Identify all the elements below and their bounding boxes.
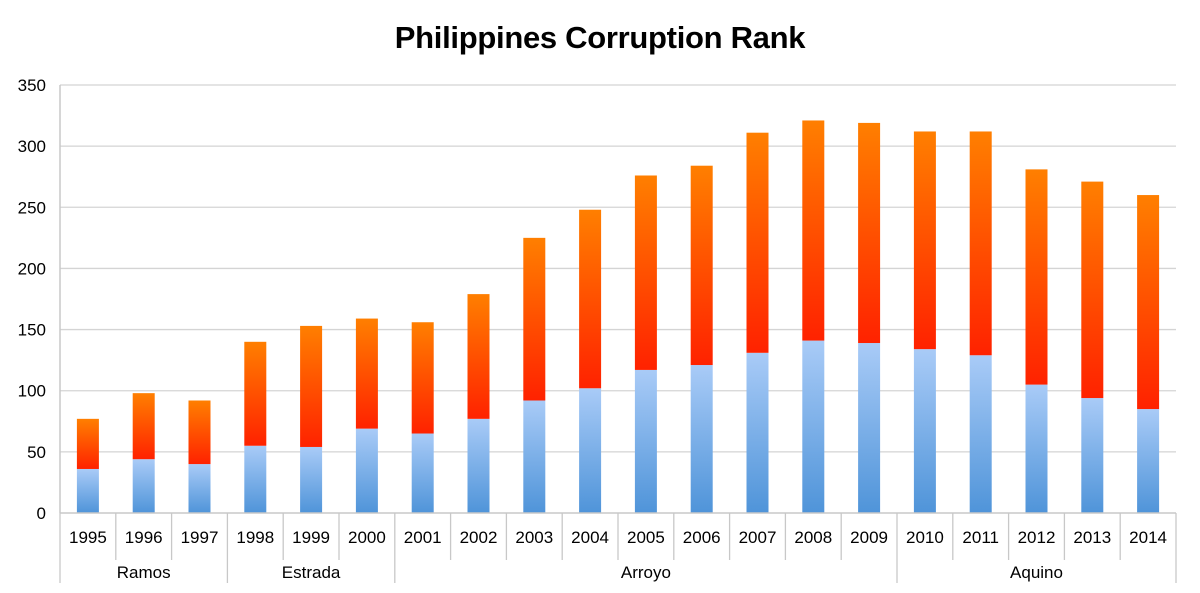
x-tick-label: 2008	[794, 528, 832, 547]
bar-segment	[132, 393, 155, 460]
y-tick-label: 250	[18, 198, 46, 217]
x-tick-label: 2001	[404, 528, 442, 547]
x-tick-label: 2007	[739, 528, 777, 547]
bar-segment	[969, 131, 992, 356]
x-tick-label: 1996	[125, 528, 163, 547]
bar-segment	[132, 459, 155, 513]
y-tick-label: 100	[18, 382, 46, 401]
bar-segment	[1025, 384, 1048, 513]
bar-segment	[300, 325, 323, 447]
bar-segment	[244, 445, 267, 513]
x-tick-label: 1998	[236, 528, 274, 547]
group-label: Aquino	[1010, 563, 1063, 582]
bar-segment	[690, 365, 713, 513]
bar-segment	[913, 131, 936, 350]
group-label: Arroyo	[621, 563, 671, 582]
x-tick-label: 1995	[69, 528, 107, 547]
x-tick-label: 2014	[1129, 528, 1167, 547]
x-tick-label: 2004	[571, 528, 609, 547]
x-tick-label: 2002	[460, 528, 498, 547]
bar-segment	[300, 446, 323, 513]
x-tick-label: 2013	[1073, 528, 1111, 547]
group-label: Estrada	[282, 563, 341, 582]
bar-segment	[746, 352, 769, 513]
bar-segment	[355, 428, 378, 513]
bar-segment	[76, 418, 99, 469]
chart-title: Philippines Corruption Rank	[394, 20, 806, 55]
bar-segment	[1025, 169, 1048, 385]
x-tick-label: 2012	[1018, 528, 1056, 547]
x-tick-label: 2006	[683, 528, 721, 547]
y-tick-label: 300	[18, 137, 46, 156]
bar-segment	[690, 165, 713, 366]
bar-segment	[1137, 409, 1160, 513]
bar-segment	[523, 237, 546, 401]
x-tick-label: 1999	[292, 528, 330, 547]
bar-segment	[969, 355, 992, 513]
bar-segment	[355, 318, 378, 429]
bar-segment	[858, 122, 881, 344]
x-tick-label: 2005	[627, 528, 665, 547]
bar-segment	[467, 418, 490, 513]
x-tick-label: 2010	[906, 528, 944, 547]
bar-segment	[802, 120, 825, 341]
bar-segment	[76, 468, 99, 513]
bar-segment	[244, 341, 267, 446]
x-tick-label: 2009	[850, 528, 888, 547]
bar-segment	[467, 294, 490, 419]
x-tick-label: 2011	[962, 528, 999, 547]
bar-segment	[523, 400, 546, 513]
y-tick-label: 50	[27, 443, 46, 462]
y-tick-label: 0	[37, 504, 46, 523]
bar-segment	[579, 209, 602, 389]
bar-segment	[913, 349, 936, 513]
x-tick-label: 2000	[348, 528, 386, 547]
bar-segment	[411, 433, 434, 513]
y-tick-label: 200	[18, 259, 46, 278]
bar-segment	[802, 340, 825, 513]
group-label: Ramos	[117, 563, 171, 582]
bar-segment	[1081, 181, 1104, 399]
x-tick-label: 2003	[515, 528, 553, 547]
x-tick-label: 1997	[181, 528, 219, 547]
bar-segment	[746, 132, 769, 353]
bar-segment	[1081, 398, 1104, 513]
bar-segment	[579, 388, 602, 513]
bar-segment	[634, 175, 657, 370]
bar-segment	[188, 464, 211, 513]
y-tick-label: 150	[18, 321, 46, 340]
bar-segment	[634, 369, 657, 513]
y-tick-label: 350	[18, 76, 46, 95]
bar-segment	[1137, 195, 1160, 410]
bar-segment	[858, 343, 881, 513]
bar-segment	[188, 400, 211, 465]
bar-segment	[411, 322, 434, 434]
